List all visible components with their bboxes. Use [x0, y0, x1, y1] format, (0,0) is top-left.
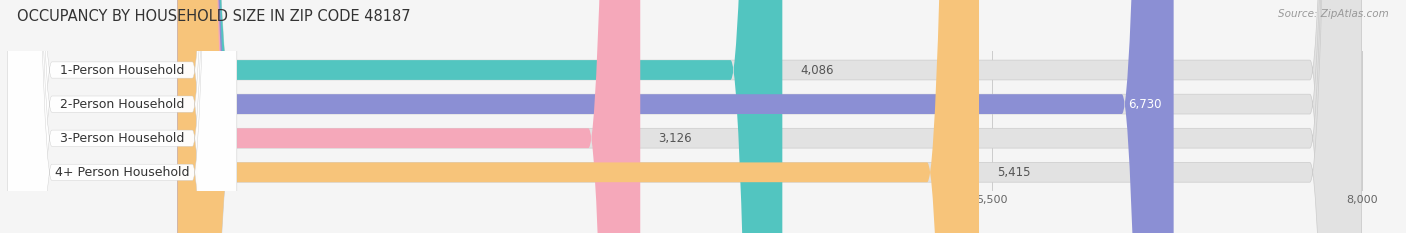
FancyBboxPatch shape — [7, 0, 236, 233]
Text: 4+ Person Household: 4+ Person Household — [55, 166, 190, 179]
FancyBboxPatch shape — [7, 0, 236, 233]
Text: OCCUPANCY BY HOUSEHOLD SIZE IN ZIP CODE 48187: OCCUPANCY BY HOUSEHOLD SIZE IN ZIP CODE … — [17, 9, 411, 24]
FancyBboxPatch shape — [7, 0, 236, 233]
FancyBboxPatch shape — [177, 0, 1361, 233]
Text: Source: ZipAtlas.com: Source: ZipAtlas.com — [1278, 9, 1389, 19]
FancyBboxPatch shape — [177, 0, 1361, 233]
Text: 5,415: 5,415 — [997, 166, 1031, 179]
Text: 2-Person Household: 2-Person Household — [60, 98, 184, 111]
FancyBboxPatch shape — [177, 0, 979, 233]
Text: 4,086: 4,086 — [800, 64, 834, 76]
Text: 3,126: 3,126 — [658, 132, 692, 145]
Text: 6,730: 6,730 — [1128, 98, 1161, 111]
Text: 3-Person Household: 3-Person Household — [60, 132, 184, 145]
FancyBboxPatch shape — [177, 0, 1361, 233]
Text: 1-Person Household: 1-Person Household — [60, 64, 184, 76]
FancyBboxPatch shape — [177, 0, 1361, 233]
FancyBboxPatch shape — [177, 0, 640, 233]
FancyBboxPatch shape — [7, 0, 236, 233]
FancyBboxPatch shape — [177, 0, 782, 233]
FancyBboxPatch shape — [177, 0, 1174, 233]
